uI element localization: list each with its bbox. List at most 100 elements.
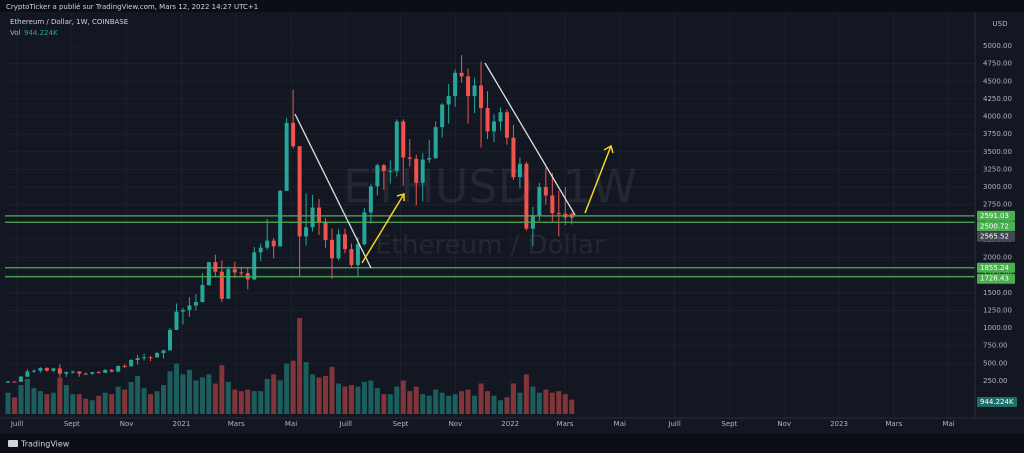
volume-bar (510, 383, 516, 414)
volume-bar (459, 391, 465, 414)
volume-bar (335, 383, 341, 414)
x-tick-label: Juill (339, 420, 352, 428)
x-tick-label: Mai (285, 420, 297, 428)
candle-body (342, 234, 347, 250)
footer-bar (0, 434, 1024, 453)
volume-bar (186, 369, 192, 414)
volume-bar (37, 391, 43, 414)
volume-bar (381, 394, 387, 414)
x-tick-label: Sept (64, 420, 80, 428)
volume-bar (264, 378, 270, 414)
volume-label-box (977, 397, 1017, 407)
candle-body (109, 369, 114, 372)
y-tick-label: 4250.00 (983, 95, 1012, 103)
x-tick-label: Juill (667, 420, 680, 428)
volume-bar (485, 391, 491, 414)
candle-body (433, 127, 438, 159)
candle-body (258, 247, 263, 253)
x-tick-label: Nov (777, 420, 791, 428)
volume-bar (167, 371, 173, 414)
volume-bar (323, 375, 329, 414)
candle-body (271, 240, 276, 247)
volume-bar (50, 392, 56, 414)
brand-logo (8, 440, 18, 447)
volume-bar (135, 375, 141, 414)
volume-bar (225, 382, 231, 414)
volume-bar (96, 395, 102, 414)
volume-bar (439, 392, 445, 414)
candle-body (466, 76, 471, 97)
volume-bar (173, 363, 179, 414)
volume-bar (543, 389, 549, 414)
candle-body (440, 104, 445, 128)
y-tick-label: 3000.00 (983, 183, 1012, 191)
candle-body (414, 158, 419, 183)
currency: USD (993, 20, 1008, 28)
volume-bar (472, 395, 478, 414)
axis: 250.00 500.00 750.00 1000.00 1250.00 1500.00 1… (10, 42, 1017, 428)
candle-body (492, 121, 496, 132)
x-tick-label: Sept (721, 420, 737, 428)
candle-body (504, 112, 509, 138)
y-tick-label: 2750.00 (983, 201, 1012, 209)
candle-body (427, 158, 432, 160)
candle-body (44, 368, 49, 371)
candle-body (239, 272, 244, 274)
y-tick-label: 4500.00 (983, 77, 1012, 85)
volume-bar (284, 363, 290, 414)
candle-body (284, 122, 289, 191)
candle-body (90, 372, 95, 374)
watermark: ETHUSD, 1W (343, 160, 637, 214)
candle-body (135, 358, 140, 360)
brand: TradingView (20, 440, 70, 449)
top-bar (0, 0, 1024, 12)
x-tick-label: Sept (393, 420, 409, 428)
volume-bar (504, 397, 510, 414)
candle-body (122, 365, 127, 367)
x-tick-label: Mars (557, 420, 574, 428)
volume-bar (5, 392, 11, 414)
volume-legend-value: 944.224K (24, 29, 58, 37)
last-price-label: 2565.52 (980, 233, 1009, 241)
volume-bar (245, 389, 251, 414)
x-tick-label: Mars (885, 420, 902, 428)
candle-body (498, 112, 503, 122)
volume-bar (232, 389, 238, 414)
volume-bar (329, 366, 335, 414)
volume-bar (18, 385, 24, 414)
volume-bar (206, 374, 212, 414)
candle-body (187, 305, 192, 311)
volume-bar (420, 394, 426, 414)
candle-body (57, 368, 62, 374)
volume-bar (465, 389, 471, 414)
volume-bar (374, 388, 380, 414)
candle-body (96, 372, 101, 374)
volume-bar (497, 400, 503, 414)
candle-body (6, 381, 10, 383)
y-tick-label: 250.00 (983, 377, 1008, 385)
volume-bar (394, 386, 400, 414)
volume-bar (238, 391, 244, 414)
volume-bar (491, 395, 497, 414)
volume-bar (348, 385, 354, 414)
candle-body (213, 262, 218, 272)
candle-body (381, 165, 386, 171)
candle-body (18, 376, 23, 382)
candle-body (174, 311, 179, 330)
candle-body (310, 207, 315, 228)
volume-bar (303, 362, 309, 414)
candle-body (265, 240, 270, 248)
volume-bar (562, 394, 568, 414)
arrow (361, 193, 405, 264)
candle-body (25, 371, 30, 377)
level-label: 1728.43 (980, 275, 1009, 283)
candle-body (180, 310, 185, 312)
volume-bar (148, 394, 154, 414)
volume-bar (368, 380, 374, 414)
x-tick-label: 2021 (172, 420, 190, 428)
candle-body (161, 350, 166, 354)
volume-prefix: Vol (10, 29, 21, 37)
arrow (584, 144, 614, 214)
candle-body (70, 371, 75, 373)
